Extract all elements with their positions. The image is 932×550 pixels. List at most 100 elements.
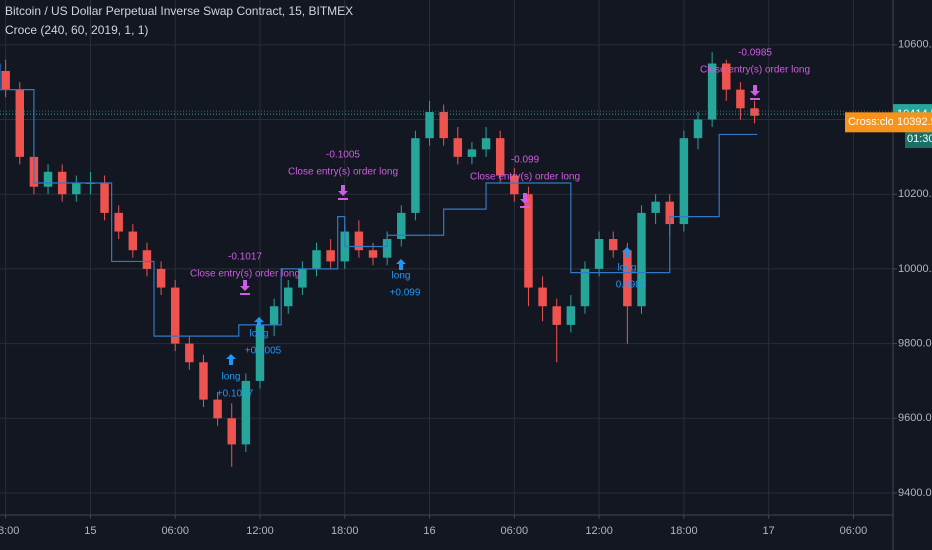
countdown-box [905, 130, 932, 149]
candle-body [213, 399, 222, 419]
annotation-label: -0.1017 [228, 252, 262, 263]
candle-body [284, 287, 293, 307]
x-tick-label: 16 [423, 525, 435, 537]
x-tick-label: 12:00 [246, 525, 274, 537]
annotation-label: +0.099 [390, 288, 421, 299]
x-tick-label: 06:00 [501, 525, 529, 537]
candle-body [481, 138, 491, 150]
cross-label: Cross:close [848, 116, 905, 128]
trade-arrow [520, 193, 530, 204]
candle-body [552, 306, 561, 325]
candle-body [100, 182, 109, 213]
annotation-label: +0.1017 [217, 389, 254, 400]
y-tick-label: 9600.0 [898, 412, 932, 424]
candle-body [114, 212, 123, 232]
candle-body [227, 418, 236, 445]
candle-body [15, 89, 25, 157]
x-tick-label: 15 [84, 525, 96, 537]
candle-body [241, 380, 251, 445]
candle-body [524, 194, 533, 288]
x-tick-label: 17 [763, 525, 775, 537]
candle-body [425, 112, 434, 139]
trade-arrow [240, 280, 250, 291]
annotation-text: Close entry(s) order long [288, 167, 398, 178]
candle-body [43, 171, 53, 187]
candle-body [594, 239, 604, 269]
candle-body [495, 138, 505, 176]
annotation-text: Close entry(s) order long [190, 269, 300, 280]
cross-box [845, 112, 893, 133]
y-tick-label: 9400.0 [898, 487, 932, 499]
candle-body [608, 239, 618, 251]
annotation-text: long [250, 329, 269, 340]
annotation-text: long [618, 263, 637, 274]
candle-body [453, 138, 463, 157]
candle-body [269, 306, 279, 325]
trade-arrow [396, 259, 406, 270]
candle-body [439, 112, 448, 139]
trade-arrow [622, 247, 632, 258]
candle-body [368, 250, 378, 258]
cross-value-label: 10392.5 [897, 116, 932, 128]
candle-body [397, 212, 406, 240]
annotation-label: 0.0985 [616, 280, 647, 291]
candle-body [326, 250, 335, 262]
candle-body [637, 212, 646, 307]
x-tick-label: 18:00 [331, 525, 359, 537]
candle-body [623, 250, 632, 307]
candle-body [580, 268, 590, 307]
x-tick-label: 06:00 [840, 525, 868, 537]
annotation-text: long [392, 271, 411, 282]
x-tick-label: 18:00 [670, 525, 698, 537]
candle-body [1, 70, 10, 90]
trade-arrow [254, 317, 264, 328]
annotation-text: Close entry(s) order long [470, 172, 580, 183]
y-tick-label: 10600.0 [898, 39, 932, 51]
candle-body [312, 250, 321, 269]
y-tick-label: 9800.0 [898, 337, 932, 349]
candle-body [679, 138, 689, 225]
candle-body [566, 306, 576, 325]
candle-body [707, 63, 717, 120]
candle-body [72, 182, 81, 195]
symbol-title: Bitcoin / US Dollar Perpetual Inverse Sw… [5, 4, 353, 18]
countdown-label: 01:30 [907, 133, 932, 145]
candle-body [142, 250, 152, 269]
candle-body [170, 287, 180, 344]
annotation-label: +0.1005 [245, 346, 282, 357]
indicator-title: Croce (240, 60, 2019, 1, 1) [5, 23, 148, 37]
y-tick-label: 10200.0 [898, 188, 932, 200]
candle-body [411, 138, 420, 213]
candle-body [185, 343, 194, 363]
candle-body [199, 362, 208, 400]
candle-body [382, 239, 392, 258]
candle-body [736, 89, 745, 109]
x-tick-label: 18:00 [0, 525, 19, 537]
candle-body [722, 63, 731, 90]
candle-body [156, 268, 166, 288]
candle-body [298, 268, 307, 288]
cross-value-box [893, 112, 932, 133]
annotation-label: -0.0985 [738, 48, 772, 59]
candle-body [467, 149, 477, 157]
x-tick-label: 12:00 [585, 525, 613, 537]
trade-arrow [750, 85, 760, 96]
candle-body [693, 119, 703, 139]
candle-body [128, 231, 138, 251]
stop-line [0, 63, 758, 337]
candle-body [538, 287, 547, 307]
candle-body [651, 201, 660, 213]
trade-arrow [338, 185, 348, 196]
x-tick-label: 06:00 [161, 525, 189, 537]
candle-body [255, 324, 265, 381]
candle-body [354, 231, 364, 251]
annotation-label: -0.099 [511, 155, 540, 166]
candle-body [750, 108, 759, 116]
annotation-text: long [222, 372, 241, 383]
trade-arrow [226, 354, 236, 365]
candle-body [510, 175, 519, 195]
candle-body [665, 201, 674, 225]
y-tick-label: 10000.0 [898, 263, 932, 275]
